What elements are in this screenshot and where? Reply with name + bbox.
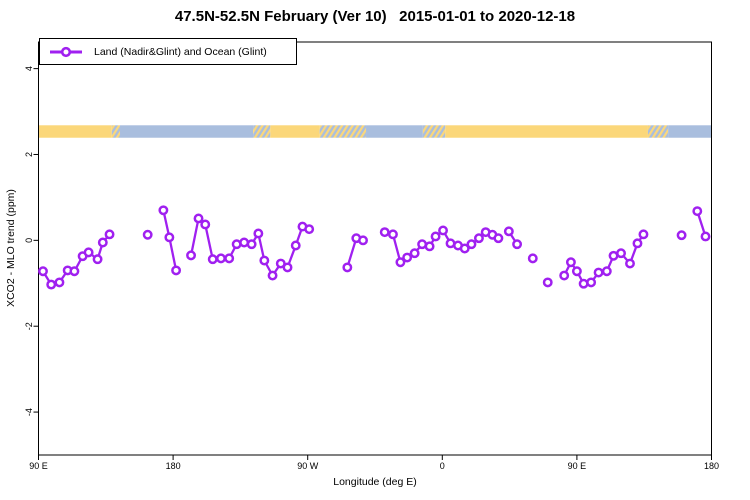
data-point-marker	[207, 254, 218, 265]
data-point-marker	[466, 239, 477, 250]
surface-band-segment-land	[38, 125, 112, 138]
x-axis-title: Longitude (deg E)	[333, 476, 417, 488]
data-point-marker	[593, 267, 604, 278]
data-point-marker	[565, 257, 576, 268]
data-point-marker	[632, 238, 643, 249]
data-point-marker	[186, 250, 196, 261]
x-tick-label: 90 E	[29, 461, 48, 471]
data-point-marker	[38, 266, 48, 277]
data-point-marker	[503, 226, 514, 237]
x-tick-label: 90 E	[568, 461, 587, 471]
data-point-marker	[253, 228, 264, 239]
legend-marker-icon	[50, 46, 82, 57]
data-point-marker	[638, 229, 649, 240]
data-point-marker	[92, 254, 103, 265]
data-point-marker	[512, 239, 523, 250]
legend-label: Land (Nadir&Glint) and Ocean (Glint)	[94, 45, 267, 58]
surface-band-segment-mixed	[422, 125, 446, 138]
surface-band-segment-ocean	[366, 125, 423, 138]
data-point-marker	[46, 279, 57, 290]
data-point-marker	[395, 257, 406, 268]
data-point-marker	[402, 252, 413, 263]
y-axis-title: XCO2 - MLO trend (ppm)	[5, 189, 17, 307]
data-point-marker	[69, 266, 80, 277]
data-point-marker	[231, 239, 242, 250]
data-point-marker	[700, 231, 711, 242]
data-point-marker	[387, 229, 398, 240]
data-point-marker	[527, 253, 538, 264]
data-point-marker	[104, 229, 115, 240]
data-point-marker	[193, 213, 204, 224]
x-tick-label: 180	[166, 461, 181, 471]
surface-band-segment-mixed	[253, 125, 271, 138]
plot-border	[38, 41, 712, 456]
data-point-marker	[239, 237, 250, 248]
data-point-marker	[246, 239, 257, 250]
data-point-marker	[424, 241, 435, 252]
data-point-marker	[616, 248, 626, 259]
surface-band-segment-mixed	[647, 125, 669, 138]
y-tick-label: -2	[24, 322, 34, 330]
surface-band-segment-land	[270, 125, 320, 138]
x-tick-label: 180	[704, 461, 719, 471]
data-point-marker	[200, 219, 211, 230]
data-point-marker	[216, 253, 226, 264]
surface-band-segment-land	[445, 125, 648, 138]
data-point-marker	[54, 277, 65, 288]
data-point-marker	[158, 205, 169, 216]
data-point-marker	[267, 270, 278, 281]
data-point-marker	[259, 255, 270, 266]
data-point-marker	[409, 248, 420, 259]
data-point-marker	[625, 258, 635, 269]
surface-band-segment-mixed	[111, 125, 121, 138]
data-point-marker	[542, 277, 553, 288]
data-point-marker	[164, 232, 175, 243]
data-point-marker	[97, 237, 108, 248]
data-point-marker	[459, 243, 470, 254]
data-point-marker	[578, 278, 589, 289]
data-point-marker	[142, 229, 153, 240]
data-point-marker	[304, 224, 315, 235]
data-point-marker	[379, 227, 390, 238]
data-point-marker	[586, 277, 597, 288]
data-point-marker	[676, 230, 687, 241]
data-point-marker	[571, 266, 582, 277]
data-point-marker	[171, 265, 182, 276]
legend-circle	[60, 46, 72, 57]
data-point-marker	[83, 247, 94, 258]
x-tick-label: 90 W	[297, 461, 319, 471]
chart-title: 47.5N-52.5N February (Ver 10) 2015-01-01…	[174, 8, 576, 25]
data-point-marker	[430, 231, 441, 242]
surface-band-segment-mixed	[319, 125, 367, 138]
data-point-marker	[358, 235, 368, 246]
x-tick-label: 0	[440, 461, 445, 471]
data-point-marker	[342, 262, 353, 273]
data-point-marker	[692, 206, 703, 217]
data-point-marker	[224, 253, 235, 264]
surface-band-segment-ocean	[668, 125, 712, 138]
legend: Land (Nadir&Glint) and Ocean (Glint)	[39, 38, 297, 65]
y-tick-label: -4	[24, 408, 34, 416]
data-point-marker	[559, 270, 570, 281]
data-point-marker	[473, 233, 484, 244]
y-tick-label: 4	[24, 66, 34, 71]
data-point-marker	[282, 262, 293, 273]
y-tick-label: 2	[24, 152, 34, 157]
data-point-marker	[493, 233, 504, 244]
data-point-marker	[290, 240, 301, 251]
surface-band-segment-ocean	[120, 125, 254, 138]
y-tick-label: 0	[24, 238, 34, 243]
data-point-marker	[601, 266, 612, 277]
data-point-marker	[438, 225, 448, 236]
